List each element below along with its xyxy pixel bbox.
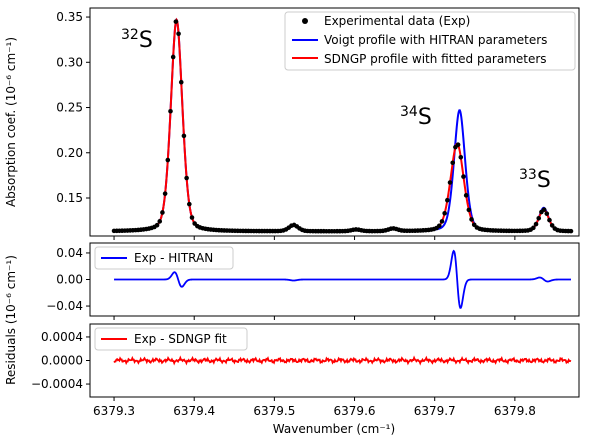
- x-tick-label: 6379.4: [173, 404, 215, 418]
- experimental-point: [469, 217, 474, 222]
- spectrum-axes: [89, 7, 580, 237]
- svg-text:32S: 32S: [121, 27, 153, 53]
- peak-label-34s: 34S: [400, 104, 432, 130]
- experimental-point: [189, 215, 195, 220]
- experimental-point: [544, 211, 550, 216]
- y-tick-label: −0.0004: [31, 377, 83, 391]
- experimental-point: [173, 19, 179, 24]
- peak-label-32s-elem: S: [139, 28, 153, 53]
- legend-marker-experimental: [302, 18, 308, 24]
- experimental-point: [547, 217, 552, 223]
- experimental-point: [165, 157, 171, 163]
- peak-label-32s-mass: 32: [121, 27, 139, 43]
- x-tick-label: 6379.7: [414, 404, 456, 418]
- experimental-point: [536, 215, 542, 221]
- peak-label-33s-mass: 33: [519, 167, 537, 183]
- experimental-point: [450, 160, 456, 166]
- experimental-point: [178, 79, 184, 85]
- y-tick-label: 0.25: [56, 101, 83, 115]
- svg-text:33S: 33S: [519, 167, 551, 193]
- experimental-point: [439, 219, 445, 224]
- residual-sdngp-data: [113, 355, 572, 366]
- experimental-point: [436, 223, 442, 229]
- peak-label-34s-mass: 34: [400, 104, 418, 120]
- experimental-point: [466, 207, 472, 213]
- y-tick-label: 0.20: [56, 146, 83, 160]
- spectrum-data: [111, 17, 574, 234]
- experimental-point: [531, 225, 536, 231]
- experimental-point: [181, 133, 187, 139]
- experimental-point: [445, 197, 450, 203]
- experimental-point: [170, 54, 176, 60]
- experimental-point: [447, 180, 453, 185]
- exp-hitran-series-line: [114, 249, 571, 309]
- svg-text:34S: 34S: [400, 104, 432, 130]
- y-axis-label-residuals: Residuals (10⁻⁶ cm⁻¹): [4, 255, 18, 385]
- y-tick-label: 0.0000: [41, 354, 83, 368]
- experimental-point: [533, 221, 539, 227]
- experimental-point: [455, 142, 461, 147]
- residual-sdngp-ticks: −0.0004 0.0000 0.0004 6379.3 6379.4 6379.5 637…: [31, 330, 536, 418]
- experimental-point: [568, 228, 574, 234]
- experimental-points: [111, 19, 574, 234]
- experimental-point: [184, 175, 189, 181]
- experimental-point: [549, 223, 555, 228]
- experimental-point: [541, 207, 547, 212]
- legend-label-exp-hitran: Exp - HITRAN: [134, 251, 213, 265]
- experimental-point: [458, 154, 464, 160]
- legend-label-experimental: Experimental data (Exp): [324, 14, 470, 28]
- peak-label-32s: 32S: [121, 27, 153, 53]
- y-tick-label: −0.04: [46, 299, 83, 313]
- y-tick-label: 0.00: [56, 273, 83, 287]
- experimental-point: [442, 210, 447, 216]
- peak-label-34s-elem: S: [418, 105, 432, 130]
- exp-sdngp-series-line: [113, 355, 572, 366]
- experimental-point: [463, 193, 469, 198]
- y-tick-label: 0.0004: [41, 330, 83, 344]
- spectrum-ticks: 0.15 0.20 0.25 0.30 0.35: [56, 10, 516, 240]
- residual-hitran-ticks: −0.04 0.00 0.04: [46, 246, 516, 320]
- y-tick-label: 0.35: [56, 10, 83, 24]
- y-tick-label: 0.04: [56, 246, 83, 260]
- legend-label-voigt: Voigt profile with HITRAN parameters: [324, 33, 547, 47]
- x-axis-label: Wavenumber (cm⁻¹): [273, 422, 395, 436]
- residual-hitran-data: [114, 249, 571, 309]
- x-tick-label: 6379.3: [93, 404, 135, 418]
- y-tick-label: 0.30: [56, 55, 83, 69]
- experimental-point: [461, 174, 466, 179]
- legend-label-exp-sdngp: Exp - SDNGP fit: [134, 332, 227, 346]
- experimental-point: [157, 219, 163, 224]
- experimental-point: [162, 191, 168, 196]
- y-tick-label: 0.15: [56, 191, 83, 205]
- spectrum-legend: Experimental data (Exp) Voigt profile wi…: [284, 11, 576, 71]
- peak-label-33s-elem: S: [537, 168, 551, 193]
- residual-hitran-legend: Exp - HITRAN: [94, 246, 234, 270]
- residual-sdngp-legend: Exp - SDNGP fit: [94, 327, 248, 351]
- y-axis-label-spectrum: Absorption coef. (10⁻⁶ cm⁻¹): [4, 37, 18, 207]
- experimental-point: [187, 201, 192, 207]
- legend-label-sdngp: SDNGP profile with fitted parameters: [324, 52, 547, 66]
- experimental-point: [154, 222, 160, 228]
- experimental-point: [168, 108, 173, 114]
- x-tick-label: 6379.6: [334, 404, 376, 418]
- x-tick-label: 6379.8: [494, 404, 536, 418]
- peak-label-33s: 33S: [519, 167, 551, 193]
- experimental-point: [176, 31, 181, 37]
- experimental-point: [160, 210, 165, 215]
- x-tick-label: 6379.5: [253, 404, 295, 418]
